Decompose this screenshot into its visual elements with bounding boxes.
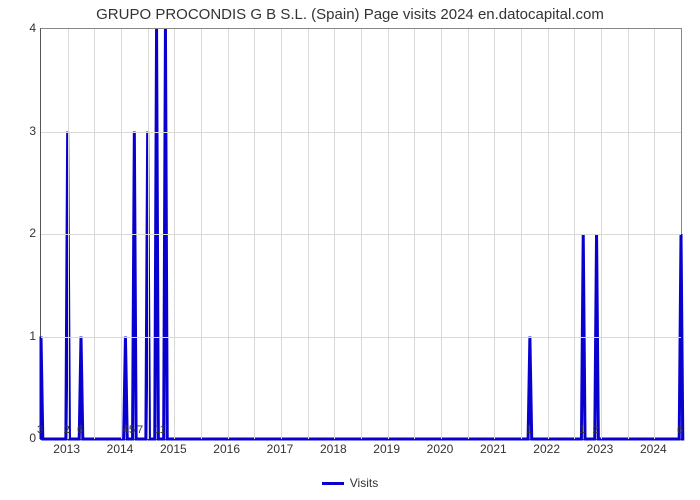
- data-point-label: 2: [592, 424, 598, 436]
- legend: Visits: [0, 472, 700, 491]
- chart-container: GRUPO PROCONDIS G B S.L. (Spain) Page vi…: [0, 0, 700, 500]
- grid-line-v: [254, 29, 255, 439]
- x-tick-label: 2023: [587, 442, 614, 456]
- x-tick-label: 2016: [213, 442, 240, 456]
- chart-title: GRUPO PROCONDIS G B S.L. (Spain) Page vi…: [0, 6, 700, 23]
- grid-line-v: [574, 29, 575, 439]
- grid-line-v: [308, 29, 309, 439]
- grid-line-v: [94, 29, 95, 439]
- grid-line-v: [174, 29, 175, 439]
- data-point-label: 1: [526, 424, 532, 436]
- x-tick-label: 2021: [480, 442, 507, 456]
- legend-swatch: [322, 482, 344, 485]
- y-tick-label: 0: [6, 431, 36, 445]
- data-point-label: 1: [579, 424, 585, 436]
- y-tick-label: 1: [6, 329, 36, 343]
- x-tick-label: 2022: [533, 442, 560, 456]
- grid-line-v: [121, 29, 122, 439]
- y-tick-label: 2: [6, 226, 36, 240]
- grid-line-v: [201, 29, 202, 439]
- grid-line-v: [68, 29, 69, 439]
- data-point-label: 11: [154, 424, 165, 436]
- x-tick-label: 2017: [267, 442, 294, 456]
- x-tick-label: 2018: [320, 442, 347, 456]
- grid-line-v: [414, 29, 415, 439]
- grid-line-v: [148, 29, 149, 439]
- grid-line-v: [521, 29, 522, 439]
- x-tick-label: 2014: [107, 442, 134, 456]
- x-tick-label: 2024: [640, 442, 667, 456]
- legend-label: Visits: [350, 476, 378, 490]
- grid-line-v: [601, 29, 602, 439]
- grid-line-v: [361, 29, 362, 439]
- grid-line-v: [628, 29, 629, 439]
- y-tick-label: 3: [6, 124, 36, 138]
- grid-line-v: [548, 29, 549, 439]
- data-point-label: 6: [677, 424, 683, 436]
- data-point-label: 3: [37, 424, 43, 436]
- y-tick-label: 4: [6, 21, 36, 35]
- grid-line-v: [388, 29, 389, 439]
- x-tick-label: 2013: [53, 442, 80, 456]
- data-point-label: 2: [64, 424, 70, 436]
- grid-line-v: [494, 29, 495, 439]
- grid-line-v: [228, 29, 229, 439]
- grid-line-v: [334, 29, 335, 439]
- x-tick-label: 2015: [160, 442, 187, 456]
- x-tick-label: 2020: [427, 442, 454, 456]
- data-point-label: 6: [77, 424, 83, 436]
- plot-area: [40, 28, 682, 440]
- grid-line-v: [654, 29, 655, 439]
- grid-line-v: [441, 29, 442, 439]
- grid-line-v: [281, 29, 282, 439]
- x-tick-label: 2019: [373, 442, 400, 456]
- data-point-label: 7: [137, 424, 143, 436]
- grid-line-v: [468, 29, 469, 439]
- data-point-label: 45: [123, 424, 135, 436]
